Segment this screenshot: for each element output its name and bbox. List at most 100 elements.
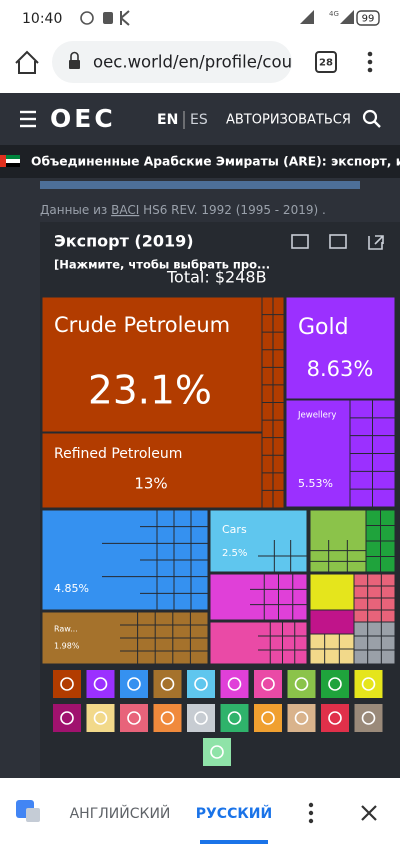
site-logo[interactable]: OEC	[50, 104, 116, 133]
category-button[interactable]	[254, 670, 282, 698]
tile-stone[interactable]	[353, 621, 396, 665]
tile-label: Cars	[222, 523, 247, 536]
table-button[interactable]	[291, 234, 309, 249]
category-button[interactable]	[287, 670, 316, 698]
status-bar	[0, 0, 400, 36]
profile-title: Объединенные Арабские Эмираты (ARE): экс…	[31, 155, 400, 169]
tile-share: 23.1%	[88, 369, 212, 414]
status-icons	[80, 10, 354, 26]
category-button[interactable]	[53, 670, 81, 698]
lang-en[interactable]: EN	[157, 112, 178, 128]
category-button[interactable]	[53, 704, 81, 732]
subtile-borders	[102, 297, 395, 664]
tile-label: Raw...	[54, 625, 78, 634]
category-button[interactable]	[203, 738, 231, 766]
tab-count: 28	[319, 58, 333, 69]
image-button[interactable]	[329, 234, 347, 249]
lang-es[interactable]: ES	[190, 112, 208, 128]
category-button[interactable]	[187, 670, 215, 698]
tile-label: Crude Petroleum	[54, 313, 230, 337]
clock: 10:40	[22, 11, 62, 27]
category-glyph	[93, 711, 108, 725]
category-button[interactable]	[321, 670, 349, 698]
card-subtitle[interactable]: [Нажмите, чтобы выбрать про...	[54, 258, 270, 272]
source-language[interactable]: АНГЛИЙСКИЙ	[70, 804, 171, 822]
tile-label: Gold	[298, 315, 349, 340]
hamburger-menu[interactable]	[20, 110, 36, 128]
category-glyph	[60, 677, 74, 691]
flag	[0, 155, 20, 167]
tile-share: 1.98%	[54, 642, 80, 651]
tile-chemicals[interactable]	[209, 573, 308, 621]
category-glyph	[328, 711, 342, 725]
category-button[interactable]	[153, 670, 182, 698]
tabs-button[interactable]	[315, 51, 337, 73]
translate-bar	[0, 778, 400, 844]
tile-refined-petroleum[interactable]	[41, 432, 263, 509]
search-handle	[373, 120, 381, 128]
browser-menu[interactable]	[367, 51, 373, 73]
lock-shackle	[70, 51, 79, 60]
category-glyph	[294, 711, 309, 725]
category-button[interactable]	[220, 670, 249, 698]
network-type: 4G	[329, 10, 339, 18]
category-glyph	[227, 711, 242, 725]
category-glyph	[160, 677, 175, 691]
translate-menu[interactable]	[308, 802, 314, 824]
tile-label: Refined Petroleum	[54, 446, 182, 462]
close-translate[interactable]	[361, 805, 377, 821]
source-link[interactable]: BACI	[111, 203, 139, 217]
tile-instruments[interactable]	[309, 609, 355, 635]
category-glyph	[127, 711, 141, 725]
category-button[interactable]	[220, 704, 249, 732]
tile-share: 13%	[134, 475, 167, 493]
category-button[interactable]	[354, 670, 383, 698]
category-button[interactable]	[120, 704, 148, 732]
category-button[interactable]	[254, 704, 282, 732]
share-button[interactable]	[368, 235, 384, 250]
tile-gold[interactable]	[285, 296, 396, 400]
category-glyph	[227, 677, 242, 691]
tile-vegetable[interactable]	[309, 509, 367, 573]
translate-logo-back	[26, 808, 40, 822]
tile-crude-petroleum[interactable]	[41, 296, 263, 433]
url-field[interactable]	[52, 41, 292, 83]
search-button[interactable]	[362, 109, 378, 125]
card-tools	[291, 234, 384, 250]
category-glyph	[93, 677, 108, 691]
category-button[interactable]	[86, 704, 115, 732]
active-language-indicator	[200, 840, 268, 844]
category-button[interactable]	[354, 704, 383, 732]
category-glyph	[160, 711, 175, 725]
category-button[interactable]	[153, 704, 182, 732]
tile-plastics[interactable]	[209, 621, 308, 665]
category-glyph	[261, 711, 275, 725]
tile-cars[interactable]	[209, 509, 308, 573]
tile-jewellery[interactable]	[285, 399, 351, 508]
profile-header	[0, 145, 400, 178]
category-button[interactable]	[120, 670, 148, 698]
category-glyph	[194, 711, 208, 725]
tile-share: 5.53%	[298, 477, 333, 490]
category-glyph	[194, 677, 208, 691]
source-suffix: HS6 REV. 1992 (1995 - 2019) .	[143, 203, 326, 217]
category-button[interactable]	[187, 704, 215, 732]
category-legend	[53, 670, 383, 766]
tile-share: 8.63%	[307, 357, 374, 381]
source-prefix: Данные из	[40, 203, 107, 217]
battery-level: 99	[362, 14, 375, 25]
lock-icon	[69, 60, 80, 69]
tile-food[interactable]	[309, 573, 355, 611]
tile-share: 2.5%	[222, 548, 247, 559]
category-button[interactable]	[287, 704, 316, 732]
battery	[356, 10, 380, 26]
login-link[interactable]: АВТОРИЗОВАТЬСЯ	[226, 113, 351, 128]
target-language[interactable]: РУССКИЙ	[196, 805, 272, 822]
card-title: Экспорт (2019)	[54, 232, 194, 251]
category-glyph	[60, 711, 74, 725]
category-glyph	[361, 711, 376, 725]
home-button[interactable]	[15, 50, 39, 74]
category-button[interactable]	[321, 704, 349, 732]
category-button[interactable]	[86, 670, 115, 698]
